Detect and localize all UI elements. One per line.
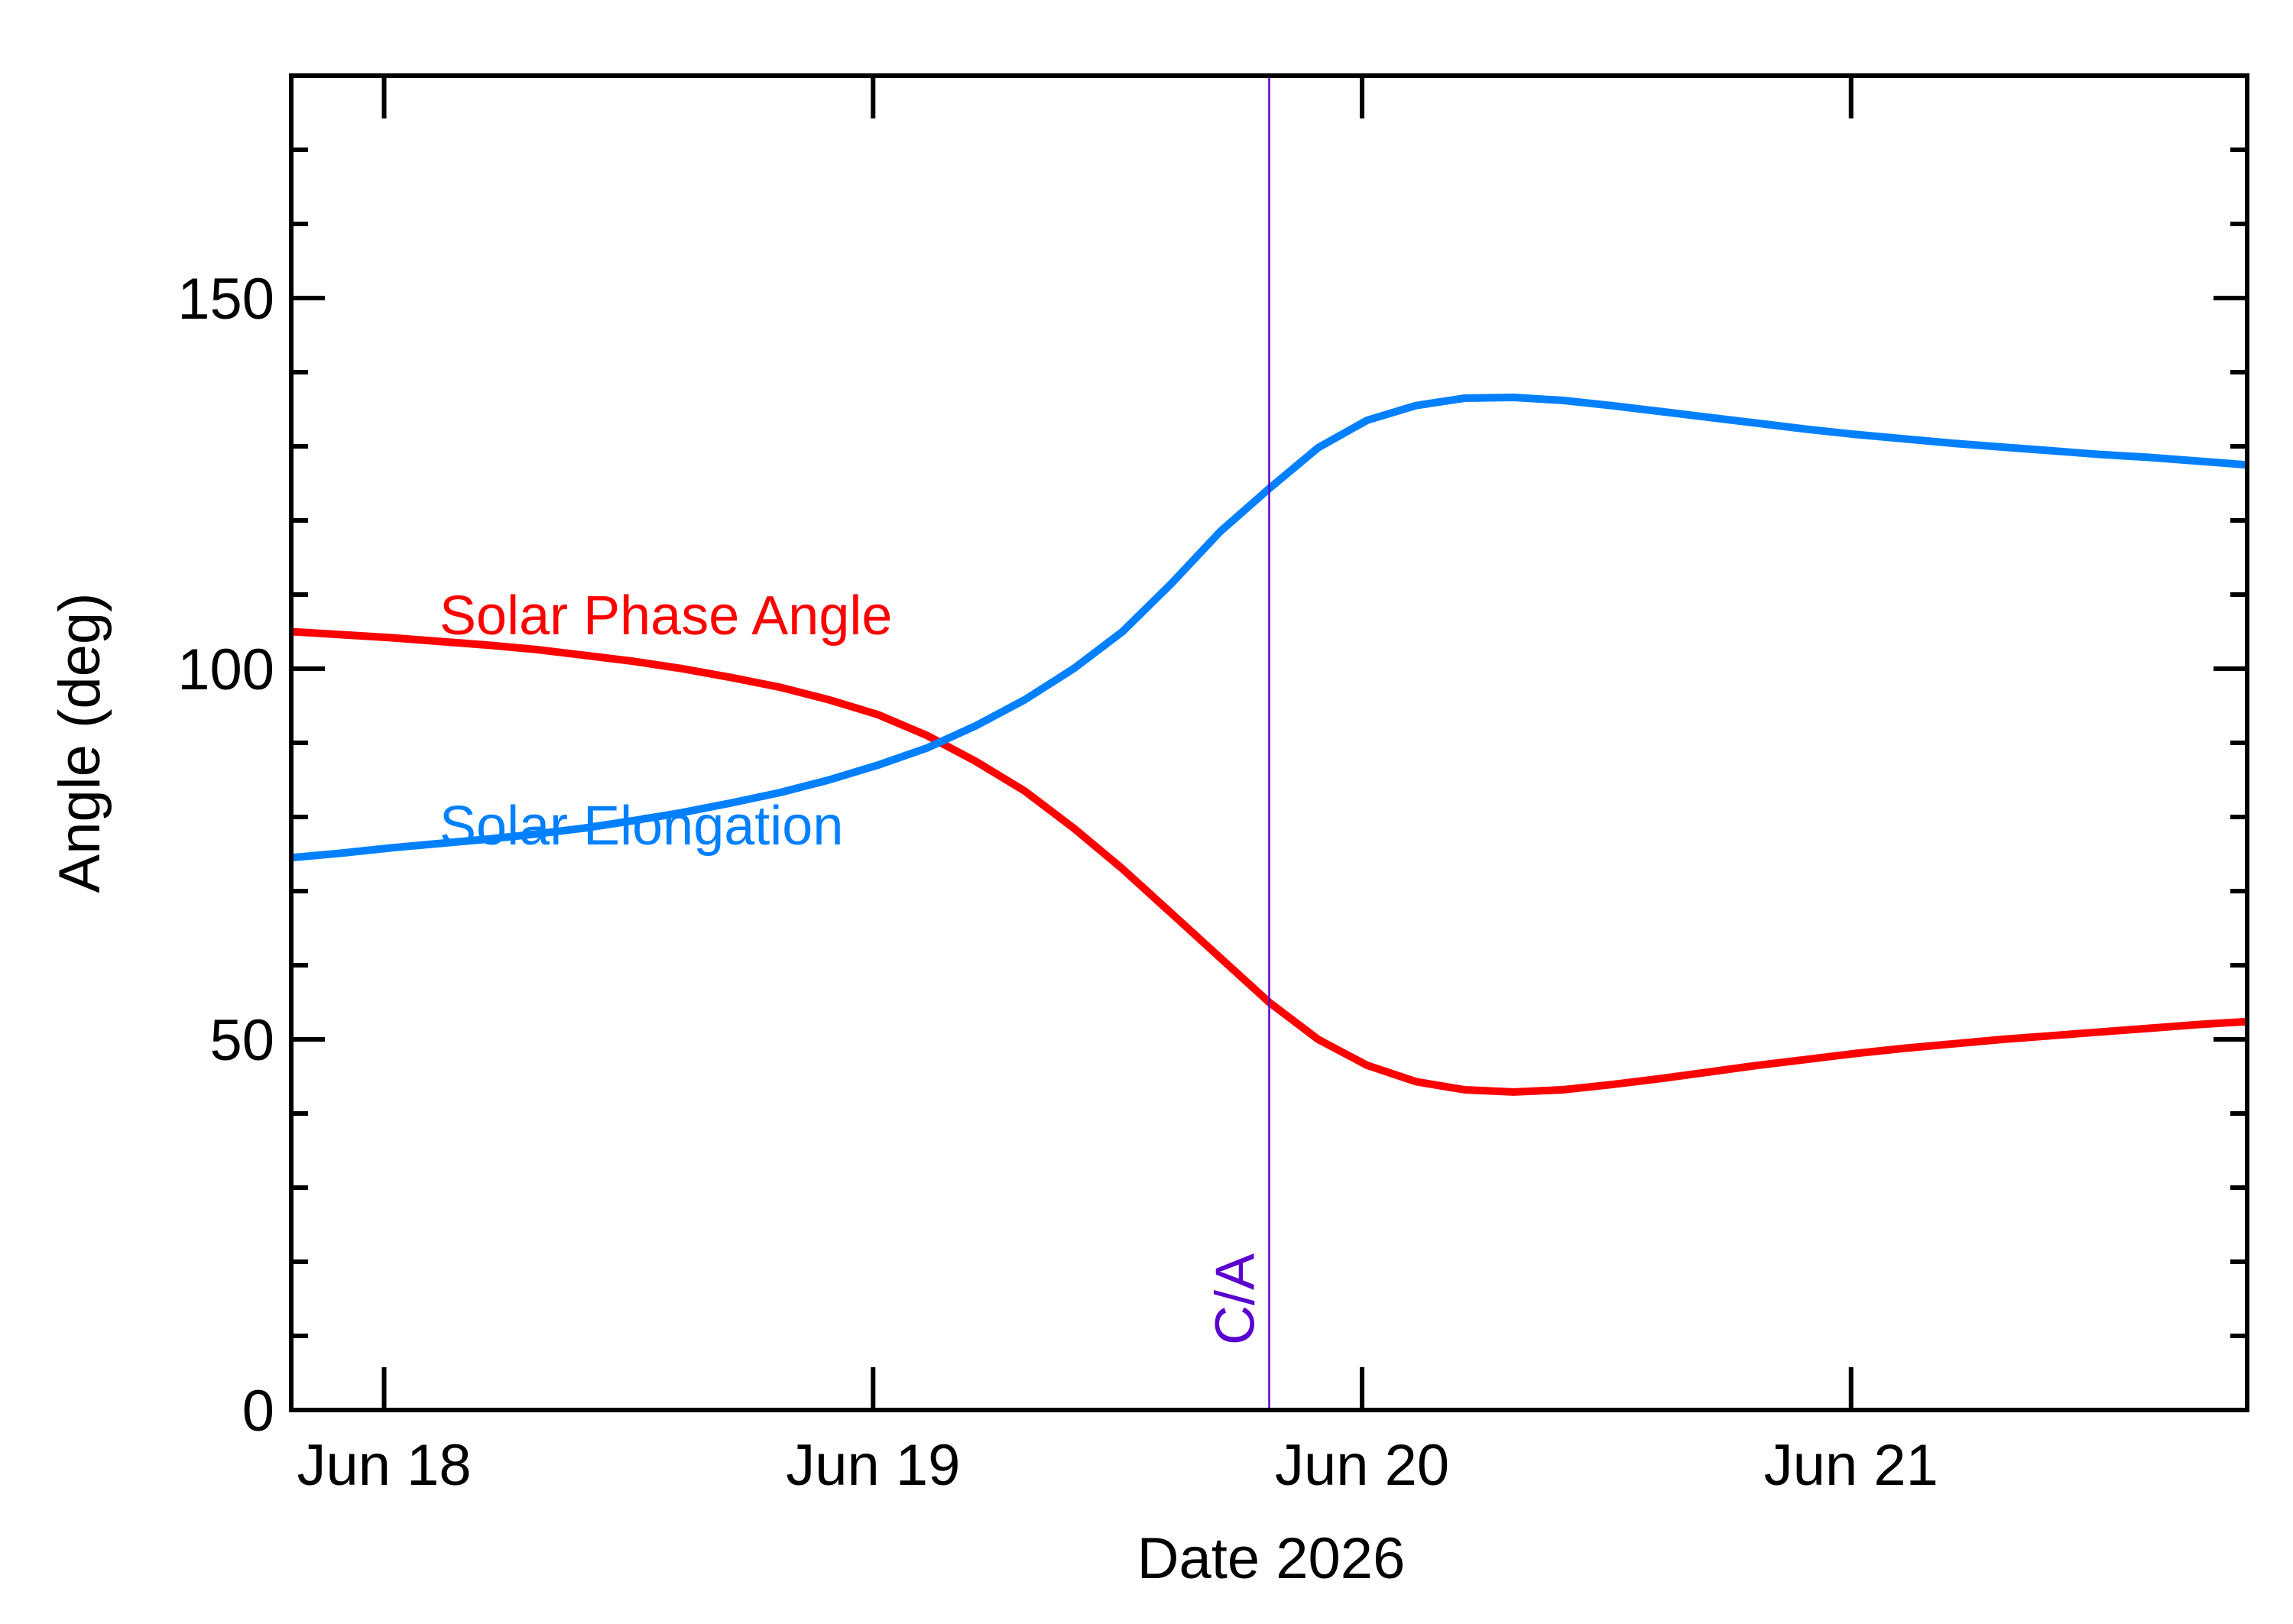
series-label: Solar Elongation — [439, 796, 843, 857]
x-axis-title: Date 2026 — [1137, 1526, 1406, 1591]
y-tick-label: 0 — [242, 1379, 274, 1444]
x-tick-label: Jun 20 — [1275, 1433, 1449, 1498]
y-tick-label: 150 — [177, 267, 274, 332]
y-axis-title: Angle (deg) — [47, 593, 112, 893]
annotation-label: C/A — [1205, 1253, 1267, 1345]
x-tick-label: Jun 21 — [1764, 1433, 1938, 1498]
x-tick-label: Jun 18 — [297, 1433, 471, 1498]
x-tick-label: Jun 19 — [786, 1433, 960, 1498]
y-tick-label: 100 — [177, 637, 274, 702]
y-tick-label: 50 — [209, 1008, 274, 1073]
plot-frame — [289, 73, 2249, 1412]
series-label: Solar Phase Angle — [439, 585, 892, 647]
